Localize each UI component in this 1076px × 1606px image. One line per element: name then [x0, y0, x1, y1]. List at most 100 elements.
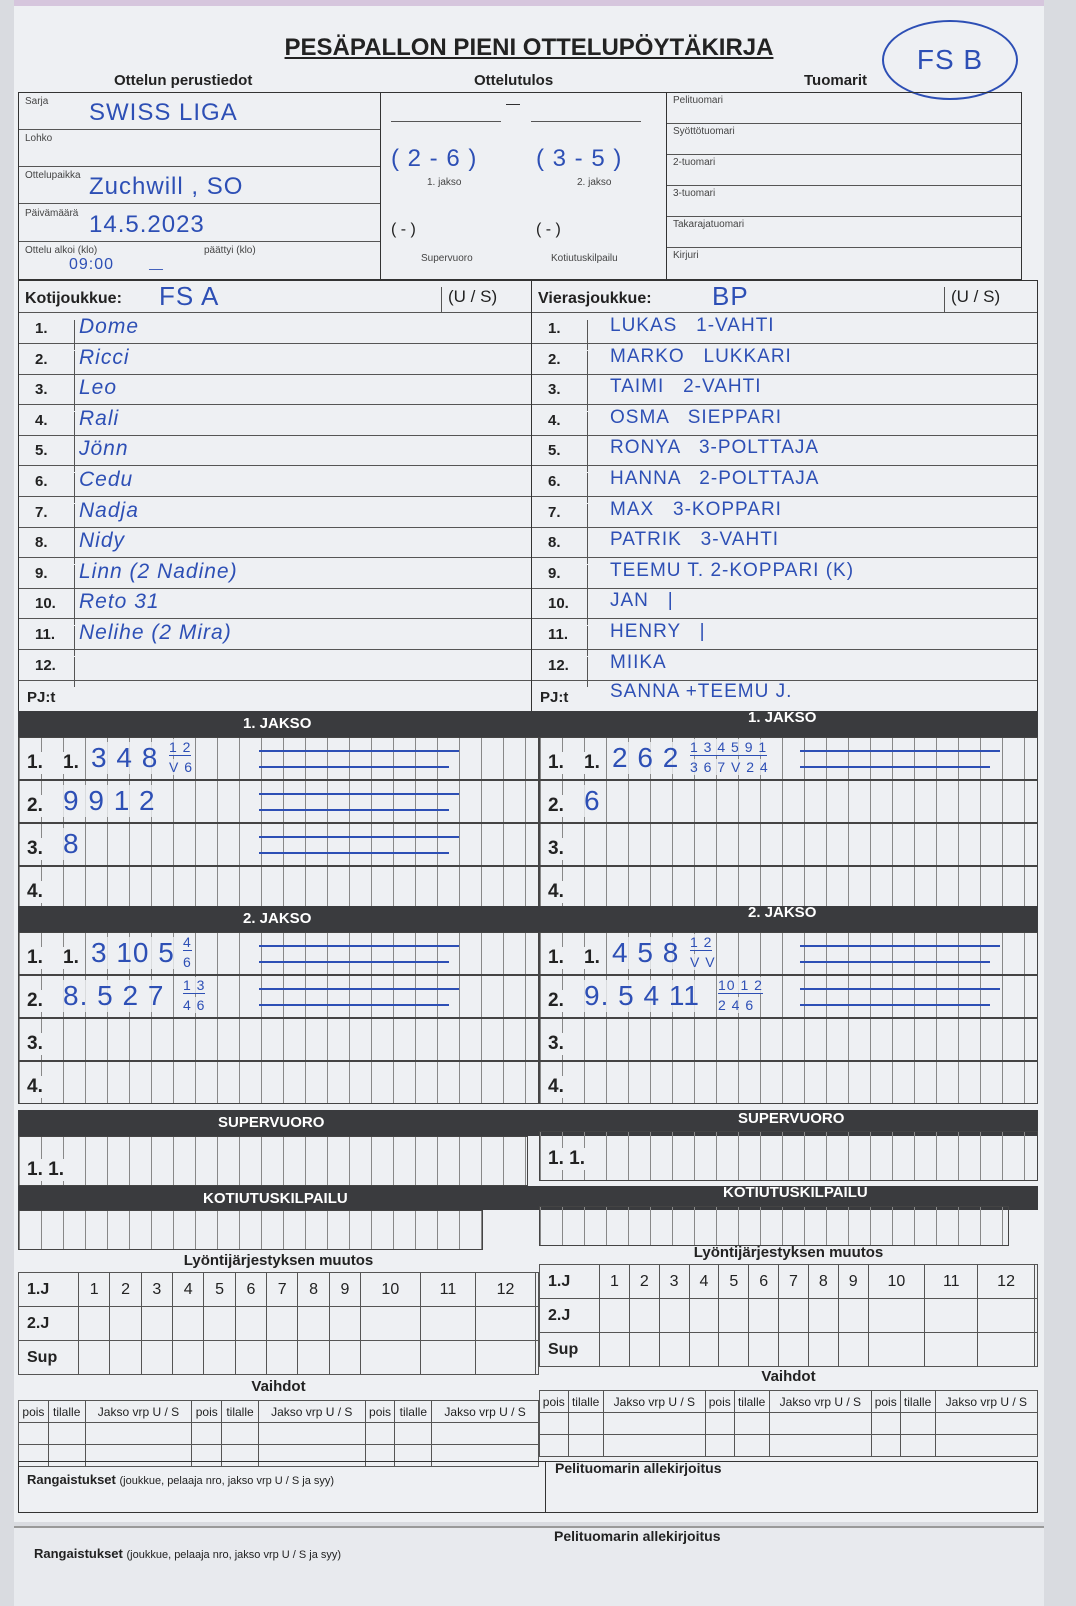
player-row[interactable]: 1. LUKAS 1-VAHTI [532, 313, 1037, 350]
order-cell[interactable] [628, 1298, 660, 1333]
order-cell[interactable]: 12 [475, 1272, 536, 1307]
order-cell[interactable] [924, 1332, 979, 1367]
order-cell[interactable] [867, 1298, 926, 1333]
order-cell[interactable] [234, 1340, 268, 1375]
player-row[interactable]: 10. JAN | [532, 588, 1037, 626]
order-cell[interactable] [172, 1306, 205, 1341]
order-cell[interactable] [1033, 1332, 1039, 1367]
player-row[interactable]: 11. HENRY | [532, 619, 1037, 656]
inning-row[interactable]: 3. 8 [18, 823, 539, 866]
order-cell[interactable] [778, 1332, 809, 1367]
order-cell[interactable] [109, 1340, 142, 1375]
order-cell[interactable]: 9 [328, 1272, 362, 1307]
order-cell[interactable] [77, 1306, 111, 1341]
pj-row[interactable]: PJ:t SANNA +TEEMU J. [532, 681, 1037, 711]
order-cell[interactable]: 1 [77, 1272, 111, 1307]
order-cell[interactable] [658, 1298, 690, 1333]
order-cell[interactable] [688, 1332, 720, 1367]
subs-cell[interactable] [768, 1412, 872, 1435]
referee-field[interactable]: 3-tuomari [667, 186, 1021, 217]
order-cell[interactable] [203, 1340, 236, 1375]
player-row[interactable]: 9. TEEMU T. 2-KOPPARI (K) [532, 558, 1037, 595]
subs-cell[interactable] [539, 1434, 569, 1457]
kotiutus-away-grid[interactable] [539, 1206, 1009, 1246]
subs-cell[interactable] [870, 1434, 901, 1457]
order-cell[interactable] [778, 1298, 809, 1333]
order-cell[interactable] [718, 1298, 750, 1333]
order-cell[interactable]: 10 [360, 1272, 421, 1307]
order-cell[interactable] [837, 1298, 869, 1333]
referee-field[interactable]: 2-tuomari [667, 155, 1021, 186]
order-cell[interactable]: 3 [140, 1272, 174, 1307]
subs-cell[interactable] [539, 1412, 569, 1435]
order-cell[interactable] [475, 1340, 536, 1375]
order-cell[interactable] [807, 1332, 839, 1367]
player-row[interactable]: 5. Jönn [19, 435, 531, 473]
inning-row[interactable]: 2. 9 9 1 2 [18, 780, 539, 823]
order-cell[interactable] [534, 1272, 540, 1307]
order-cell[interactable] [977, 1332, 1035, 1367]
order-cell[interactable] [140, 1340, 174, 1375]
subs-cell[interactable] [733, 1412, 770, 1435]
order-cell[interactable] [475, 1306, 536, 1341]
subs-cell[interactable] [84, 1422, 193, 1445]
field-value[interactable]: Zuchwill , SO [89, 173, 244, 201]
subs-cell[interactable] [257, 1422, 366, 1445]
order-cell[interactable] [266, 1306, 299, 1341]
inning-row[interactable]: 2. 9. 5 4 11 10 1 2 2 4 6 [539, 975, 1038, 1018]
order-cell[interactable]: 9 [837, 1264, 869, 1299]
inning-row[interactable]: 4. [539, 866, 1038, 909]
inning-row[interactable]: 3. [539, 823, 1038, 866]
order-cell[interactable] [807, 1298, 839, 1333]
inning-row[interactable]: 4. [539, 1061, 1038, 1104]
order-cell[interactable]: 7 [778, 1264, 809, 1299]
player-row[interactable]: 4. OSMA SIEPPARI [532, 405, 1037, 442]
order-cell[interactable] [628, 1332, 660, 1367]
player-row[interactable]: 7. MAX 3-KOPPARI [532, 497, 1037, 534]
home-away-marker[interactable]: (U / S) [441, 287, 503, 313]
player-row[interactable]: 1. Dome [19, 313, 531, 350]
inning-row[interactable]: 2. 6 [539, 780, 1038, 823]
player-row[interactable]: 2. MARKO LUKKARI [532, 344, 1037, 381]
order-cell[interactable] [1033, 1298, 1039, 1333]
player-row[interactable]: 10. Reto 31 [19, 588, 531, 626]
player-row[interactable]: 9. Linn (2 Nadine) [19, 558, 531, 595]
player-row[interactable]: 3. Leo [19, 374, 531, 412]
order-cell[interactable]: 1 [599, 1264, 630, 1299]
field-value[interactable]: SWISS LIGA [89, 99, 238, 126]
subs-cell[interactable] [602, 1434, 706, 1457]
order-cell[interactable]: 5 [718, 1264, 750, 1299]
order-cell[interactable] [599, 1298, 630, 1333]
order-cell[interactable] [140, 1306, 174, 1341]
subs-cell[interactable] [431, 1422, 539, 1445]
order-cell[interactable] [977, 1298, 1035, 1333]
player-row[interactable]: 5. RONYA 3-POLTTAJA [532, 435, 1037, 473]
order-cell[interactable] [534, 1306, 540, 1341]
player-row[interactable]: 3. TAIMI 2-VAHTI [532, 374, 1037, 412]
subs-cell[interactable] [704, 1434, 735, 1457]
order-cell[interactable]: 4 [172, 1272, 205, 1307]
order-cell[interactable]: 6 [748, 1264, 780, 1299]
order-cell[interactable] [748, 1332, 780, 1367]
order-cell[interactable]: 5 [203, 1272, 236, 1307]
order-cell[interactable] [109, 1306, 142, 1341]
player-row[interactable]: 12. [19, 650, 531, 687]
order-cell[interactable] [718, 1332, 750, 1367]
order-cell[interactable]: 2 [628, 1264, 660, 1299]
inning-row[interactable]: 1. 1. 4 5 8 1 2 V V [539, 932, 1038, 975]
referee-field[interactable]: Kirjuri [667, 248, 1021, 279]
subs-cell[interactable] [602, 1412, 706, 1435]
inning-row[interactable]: 3. [18, 1018, 539, 1061]
order-cell[interactable] [172, 1340, 205, 1375]
order-cell[interactable] [599, 1332, 630, 1367]
order-cell[interactable] [419, 1340, 477, 1375]
order-cell[interactable] [328, 1306, 362, 1341]
inning-row[interactable]: 1. 1. 3 4 8 1 2 V 6 [18, 737, 539, 780]
field-value[interactable]: — [149, 259, 164, 276]
order-cell[interactable] [203, 1306, 236, 1341]
player-row[interactable]: 11. Nelihe (2 Mira) [19, 619, 531, 656]
subs-cell[interactable] [364, 1422, 396, 1445]
subs-cell[interactable] [567, 1434, 604, 1457]
subs-cell[interactable] [221, 1422, 259, 1445]
order-cell[interactable] [297, 1306, 330, 1341]
